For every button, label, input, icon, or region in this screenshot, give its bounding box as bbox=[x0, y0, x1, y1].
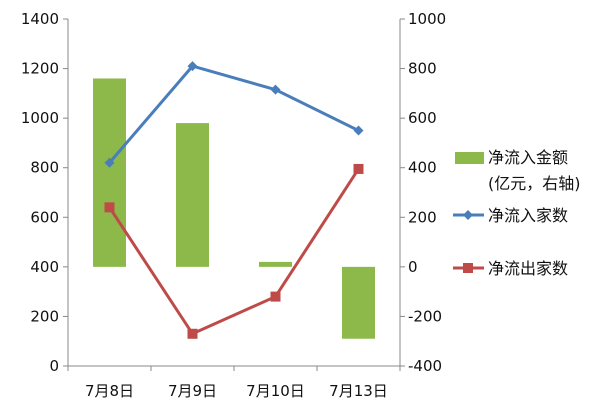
left-tick-label: 0 bbox=[49, 357, 59, 375]
right-tick-label: 1000 bbox=[408, 10, 446, 28]
square-marker bbox=[104, 202, 115, 213]
left-tick-label: 600 bbox=[30, 208, 59, 226]
x-tick-label: 7月9日 bbox=[168, 382, 217, 400]
legend-square-marker bbox=[463, 263, 473, 273]
right-tick-label: 600 bbox=[408, 109, 437, 127]
legend-diamond-marker bbox=[463, 210, 473, 220]
bar bbox=[342, 266, 375, 339]
legend-swatch-bar bbox=[455, 152, 484, 164]
right-tick-label: 200 bbox=[408, 208, 437, 226]
square-marker bbox=[353, 163, 364, 174]
right-tick-label: 0 bbox=[408, 258, 418, 276]
bar bbox=[176, 123, 209, 267]
left-tick-label: 1400 bbox=[21, 10, 59, 28]
bar bbox=[93, 78, 126, 267]
right-tick-label: -200 bbox=[408, 307, 442, 325]
left-tick-label: 200 bbox=[30, 307, 59, 325]
legend-label: 净流出家数 bbox=[488, 259, 568, 278]
left-tick-label: 400 bbox=[30, 258, 59, 276]
x-tick-label: 7月8日 bbox=[85, 382, 134, 400]
x-tick-label: 7月13日 bbox=[329, 382, 388, 400]
diamond-marker bbox=[104, 157, 115, 168]
right-tick-label: 800 bbox=[408, 60, 437, 78]
diamond-marker bbox=[187, 61, 198, 72]
series-line bbox=[108, 168, 360, 336]
square-marker bbox=[270, 291, 281, 302]
left-tick-label: 800 bbox=[30, 159, 59, 177]
diamond-marker bbox=[270, 84, 281, 95]
legend-label: 净流入家数 bbox=[488, 206, 568, 225]
left-tick-label: 1000 bbox=[21, 109, 59, 127]
legend-label-sub: (亿元，右轴) bbox=[488, 174, 581, 193]
left-tick-label: 1200 bbox=[21, 60, 59, 78]
right-tick-label: -400 bbox=[408, 357, 442, 375]
right-tick-label: 400 bbox=[408, 159, 437, 177]
series-line bbox=[108, 64, 360, 164]
square-marker bbox=[187, 328, 198, 339]
bar bbox=[259, 261, 292, 267]
diamond-marker bbox=[353, 125, 364, 136]
legend-label: 净流入金额 bbox=[488, 148, 568, 167]
x-tick-label: 7月10日 bbox=[246, 382, 305, 400]
